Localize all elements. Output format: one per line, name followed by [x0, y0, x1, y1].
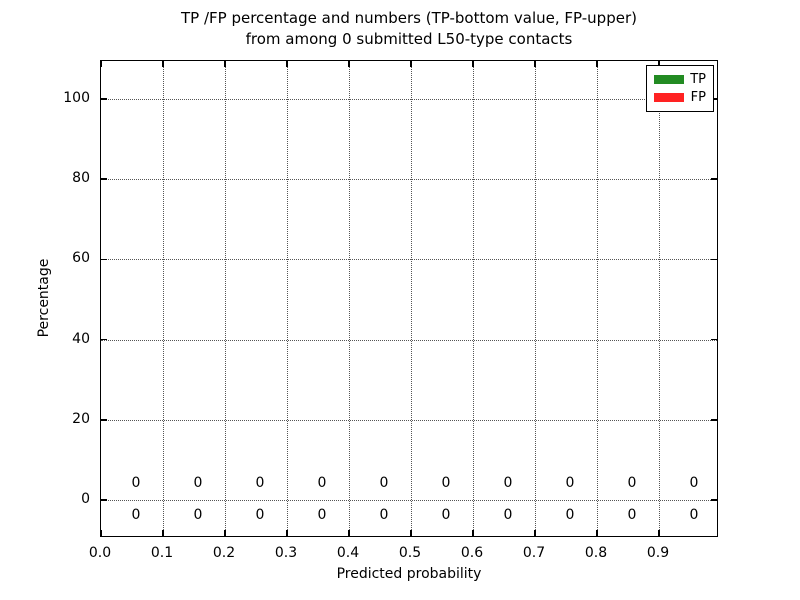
value-label-tp: 0	[503, 507, 513, 524]
y-tick-label: 20	[72, 410, 90, 427]
x-gridline	[411, 61, 412, 536]
y-tick-right	[711, 178, 717, 180]
x-axis-label: Predicted probability	[336, 566, 482, 582]
value-label-tp: 0	[441, 507, 451, 524]
x-tick-bottom	[534, 530, 536, 536]
y-axis-label: Percentage	[36, 258, 52, 338]
y-tick-left	[101, 98, 107, 100]
x-tick-top	[534, 61, 536, 67]
value-label-fp: 0	[317, 474, 327, 491]
value-label-tp: 0	[379, 507, 389, 524]
x-tick-label: 0.5	[398, 545, 422, 561]
value-label-fp: 0	[441, 474, 451, 491]
y-tick-label: 80	[72, 170, 90, 187]
y-gridline	[101, 500, 717, 501]
value-label-fp: 0	[565, 474, 575, 491]
value-label-fp: 0	[379, 474, 389, 491]
value-label-tp: 0	[689, 507, 699, 524]
x-tick-label: 0.8	[584, 545, 608, 561]
x-tick-bottom	[100, 530, 102, 536]
x-gridline	[163, 61, 164, 536]
x-tick-label: 0.0	[88, 545, 112, 561]
legend-row-fp: FP	[654, 90, 706, 105]
x-tick-label: 0.4	[336, 545, 360, 561]
x-tick-bottom	[472, 530, 474, 536]
value-label-tp: 0	[317, 507, 327, 524]
x-tick-top	[348, 61, 350, 67]
x-tick-top	[224, 61, 226, 67]
y-tick-left	[101, 419, 107, 421]
x-gridline	[659, 61, 660, 536]
x-tick-label: 0.7	[522, 545, 546, 561]
chart-title: TP /FP percentage and numbers (TP-bottom…	[100, 8, 718, 50]
y-tick-right	[711, 258, 717, 261]
y-tick-right	[711, 98, 717, 100]
x-tick-top	[162, 61, 164, 67]
x-gridline	[225, 61, 226, 536]
x-gridline	[473, 61, 474, 536]
x-gridline	[597, 61, 598, 536]
x-tick-label: 0.6	[460, 545, 484, 561]
y-tick-right	[711, 338, 717, 341]
value-label-fp: 0	[193, 474, 203, 491]
legend: TP FP	[646, 65, 714, 112]
y-tick-label: 40	[72, 330, 90, 347]
y-tick-label: 0	[81, 491, 90, 507]
legend-swatch-fp-icon	[654, 93, 684, 103]
x-tick-label: 0.1	[150, 545, 174, 561]
y-tick-left	[101, 178, 107, 180]
plot-area	[100, 60, 718, 537]
value-label-fp: 0	[255, 474, 265, 491]
x-tick-label: 0.9	[646, 545, 670, 561]
x-tick-top	[410, 61, 412, 67]
x-tick-top	[286, 61, 288, 67]
value-label-tp: 0	[255, 507, 265, 524]
value-label-tp: 0	[627, 507, 637, 524]
x-tick-label: 0.3	[274, 545, 298, 561]
x-tick-bottom	[348, 530, 350, 536]
value-label-fp: 0	[503, 474, 513, 491]
legend-label-fp: FP	[690, 90, 706, 106]
y-tick-left	[101, 258, 107, 261]
chart-title-line2: from among 0 submitted L50-type contacts	[245, 30, 573, 48]
y-gridline	[101, 179, 717, 181]
y-gridline	[101, 339, 717, 341]
value-label-tp: 0	[193, 507, 203, 524]
x-tick-top	[658, 61, 660, 67]
legend-swatch-tp-icon	[654, 74, 684, 84]
y-tick-left	[101, 499, 107, 501]
x-tick-bottom	[224, 530, 226, 536]
x-tick-top	[472, 61, 474, 67]
y-gridline	[101, 419, 717, 421]
y-tick-label: 100	[63, 90, 90, 106]
legend-row-tp: TP	[654, 72, 706, 87]
x-tick-top	[100, 61, 102, 67]
x-tick-bottom	[410, 530, 412, 536]
x-tick-label: 0.2	[212, 545, 236, 561]
chart-title-line1: TP /FP percentage and numbers (TP-bottom…	[181, 9, 637, 27]
x-tick-bottom	[596, 530, 598, 536]
x-tick-bottom	[162, 530, 164, 536]
legend-label-tp: TP	[690, 71, 706, 87]
x-gridline	[349, 61, 350, 536]
value-label-fp: 0	[689, 474, 699, 491]
x-tick-top	[596, 61, 598, 67]
y-tick-right	[711, 419, 717, 421]
y-tick-right	[711, 499, 717, 501]
y-tick-left	[101, 338, 107, 341]
value-label-tp: 0	[565, 507, 575, 524]
y-gridline	[101, 259, 717, 261]
y-tick-label: 60	[72, 250, 90, 267]
y-gridline	[101, 99, 717, 100]
value-label-fp: 0	[627, 474, 637, 491]
x-tick-bottom	[658, 530, 660, 536]
value-label-fp: 0	[131, 474, 141, 491]
x-gridline	[287, 61, 288, 536]
value-label-tp: 0	[131, 507, 141, 524]
x-gridline	[535, 61, 536, 536]
x-tick-bottom	[286, 530, 288, 536]
